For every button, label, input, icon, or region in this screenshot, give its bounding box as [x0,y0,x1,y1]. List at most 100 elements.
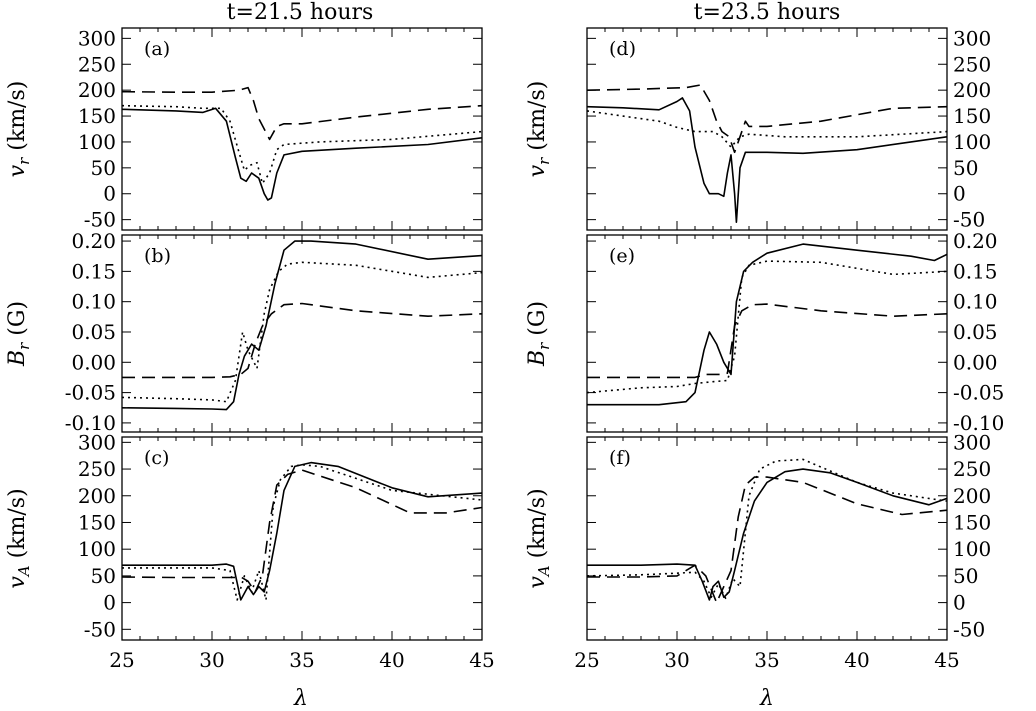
y-tick-label: 150 [953,510,991,534]
y-tick-label: 250 [953,457,991,481]
y-tick-label: 150 [78,104,116,128]
series-line-dashed [122,469,482,593]
plot-frame [121,27,483,231]
y-tick-label: 0.10 [71,290,116,314]
y-tick-label: 100 [78,537,116,561]
y-tick-label: 0.05 [71,320,116,344]
y-axis-label: Br (G) [525,301,553,367]
series-line-solid [122,461,482,601]
y-tick-label: -0.10 [953,411,1004,435]
y-tick-label: 100 [953,537,991,561]
x-tick-label: 30 [664,648,689,672]
series-line-solid [587,97,947,223]
plot-frame [586,234,948,433]
series-line-dashed [587,476,947,604]
y-tick-label: 100 [78,130,116,154]
x-tick-label: 30 [199,648,224,672]
y-tick-label: -50 [953,617,985,641]
series-line-dotted [122,261,482,403]
y-tick-label: 300 [953,26,991,50]
x-tick-label: 45 [469,648,494,672]
panel-label: (f) [609,447,631,469]
series-line-solid [122,240,482,411]
y-axis-label: Br (G) [5,301,33,367]
y-tick-label: 50 [953,564,978,588]
x-tick-label: 40 [844,648,869,672]
panel-label: (b) [144,245,171,267]
y-tick-label: 0.20 [71,229,116,253]
x-tick-label: 25 [109,648,134,672]
y-tick-label: 0 [103,591,116,615]
series-line-dashed [587,303,947,379]
x-tick-label: 45 [934,648,959,672]
x-tick-label: 35 [289,648,314,672]
y-tick-label: 300 [953,430,991,454]
series-line-solid [587,468,947,601]
y-tick-label: 250 [78,457,116,481]
series-line-dotted [587,458,947,600]
y-tick-label: -50 [84,208,116,232]
panel-e: -0.10 -0.05 0.00 0.05 0.10 0.15 0.20 (e) Br (G) [525,229,1004,435]
y-tick-label: 50 [953,156,978,180]
y-tick-label: 0.15 [953,259,998,283]
y-tick-label: 150 [78,510,116,534]
plot-frame [586,436,948,641]
series-line-solid [122,107,482,201]
y-tick-label: -50 [84,617,116,641]
y-tick-label: 0 [953,182,966,206]
y-axis-label: vr (km/s) [5,81,33,178]
plot-frame [586,27,948,231]
y-tick-label: 200 [78,78,116,102]
y-tick-label: 0.15 [71,259,116,283]
y-tick-label: 0.00 [71,350,116,374]
y-tick-label: 0.10 [953,290,998,314]
y-axis-label: vA (km/s) [525,488,553,588]
y-tick-label: -50 [953,208,985,232]
y-tick-label: -0.05 [953,381,1004,405]
series-line-dotted [122,104,482,185]
x-tick-label: 35 [754,648,779,672]
series-line-solid [587,243,947,406]
y-tick-label: 200 [78,484,116,508]
y-axis-label: vA (km/s) [5,488,33,588]
panel-b: -0.10 -0.05 0.00 0.05 0.10 0.15 0.20 (b) Br (G) [5,229,483,435]
y-tick-label: 300 [78,430,116,454]
right-title: t=23.5 hours [694,0,841,25]
y-axis-label: vr (km/s) [525,81,553,178]
y-tick-label: 0.20 [953,229,998,253]
x-axis-label-right: λ [759,686,774,711]
series-line-dashed [587,84,947,154]
panel-label: (c) [144,447,169,469]
series-line-dotted [587,110,947,148]
x-tick-label: 25 [574,648,599,672]
panel-label: (a) [144,38,170,60]
y-tick-label: 250 [78,52,116,76]
y-tick-label: 0 [103,182,116,206]
y-tick-label: 200 [953,78,991,102]
plot-frame [121,234,483,433]
panel-label: (d) [609,38,636,60]
series-line-dashed [122,86,482,141]
series-line-dashed [122,302,482,379]
y-tick-label: -0.10 [65,411,116,435]
plot-frame [121,436,483,641]
y-tick-label: 300 [78,26,116,50]
y-tick-label: 150 [953,104,991,128]
x-axis-label-left: λ [293,686,308,711]
y-tick-label: 200 [953,484,991,508]
panel-label: (e) [609,245,635,267]
y-tick-label: 0.00 [953,350,998,374]
left-title: t=21.5 hours [227,0,374,25]
y-tick-label: 100 [953,130,991,154]
y-tick-label: 0 [953,591,966,615]
series-line-dotted [587,260,947,394]
x-tick-label: 40 [379,648,404,672]
series-line-dotted [122,463,482,601]
y-tick-label: 50 [91,156,116,180]
y-tick-label: 50 [91,564,116,588]
y-tick-label: 250 [953,52,991,76]
